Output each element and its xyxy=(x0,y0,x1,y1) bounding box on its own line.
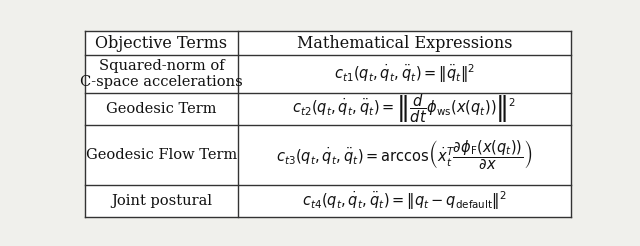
Text: $c_{t3}(q_t,\dot{q}_t,\ddot{q}_t) = \arccos\!\left(\dot{x}_t^T \dfrac{\partial\p: $c_{t3}(q_t,\dot{q}_t,\ddot{q}_t) = \arc… xyxy=(276,138,533,172)
Text: Geodesic Flow Term: Geodesic Flow Term xyxy=(86,148,237,162)
Text: Mathematical Expressions: Mathematical Expressions xyxy=(297,34,512,51)
Text: $c_{t2}(q_t,\dot{q}_t,\ddot{q}_t) = \left\|\dfrac{d}{dt}\phi_{\mathrm{ws}}\left(: $c_{t2}(q_t,\dot{q}_t,\ddot{q}_t) = \lef… xyxy=(292,93,516,125)
Text: $c_{t4}(q_t,\dot{q}_t,\ddot{q}_t) = \|q_t - q_{\mathrm{default}}\|^2$: $c_{t4}(q_t,\dot{q}_t,\ddot{q}_t) = \|q_… xyxy=(302,189,507,212)
Text: Squared-norm of
C-space accelerations: Squared-norm of C-space accelerations xyxy=(80,59,243,89)
Text: $c_{t1}(q_t,\dot{q}_t,\ddot{q}_t) = \|\ddot{q}_t\|^2$: $c_{t1}(q_t,\dot{q}_t,\ddot{q}_t) = \|\d… xyxy=(334,62,475,85)
Text: Joint postural: Joint postural xyxy=(111,194,212,208)
Text: Objective Terms: Objective Terms xyxy=(95,34,228,51)
Text: Geodesic Term: Geodesic Term xyxy=(106,102,217,116)
